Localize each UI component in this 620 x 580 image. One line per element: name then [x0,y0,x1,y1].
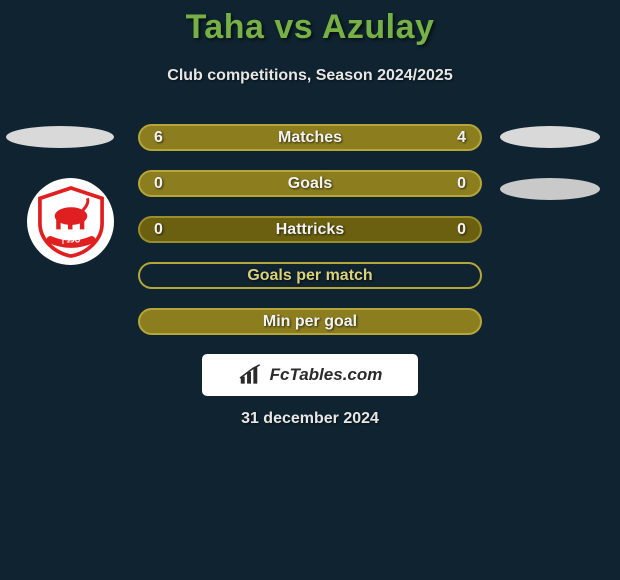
page-subtitle: Club competitions, Season 2024/2025 [0,67,620,85]
bnei-sakhnin-logo-icon: סכנין [34,185,108,259]
player-right-placeholder-2 [500,178,600,200]
stat-right-value: 4 [457,129,466,147]
stat-right-value: 0 [457,221,466,239]
stat-right-value: 0 [457,175,466,193]
stat-left-value: 0 [154,221,163,239]
stat-row-goals-per-match: Goals per match [138,262,482,289]
fctables-badge[interactable]: FcTables.com [202,354,418,396]
stat-left-value: 0 [154,175,163,193]
player-right-placeholder-1 [500,126,600,148]
stat-label: Hattricks [140,221,480,239]
stat-label: Matches [140,129,480,147]
stat-label: Min per goal [140,313,480,331]
stat-row-goals: 0 Goals 0 [138,170,482,197]
stat-row-hattricks: 0 Hattricks 0 [138,216,482,243]
stat-label: Goals per match [140,267,480,285]
stat-row-min-per-goal: Min per goal [138,308,482,335]
page-title: Taha vs Azulay [0,0,620,47]
stat-left-value: 6 [154,129,163,147]
badge-text: FcTables.com [270,365,383,385]
svg-text:סכנין: סכנין [61,235,80,244]
stat-row-matches: 6 Matches 4 [138,124,482,151]
club-logo-left: סכנין [27,178,114,265]
report-date: 31 december 2024 [0,410,620,428]
player-left-placeholder [6,126,114,148]
bar-chart-icon [238,364,264,386]
stat-label: Goals [140,175,480,193]
stats-table: 6 Matches 4 0 Goals 0 0 Hattricks 0 Goal… [138,124,482,354]
